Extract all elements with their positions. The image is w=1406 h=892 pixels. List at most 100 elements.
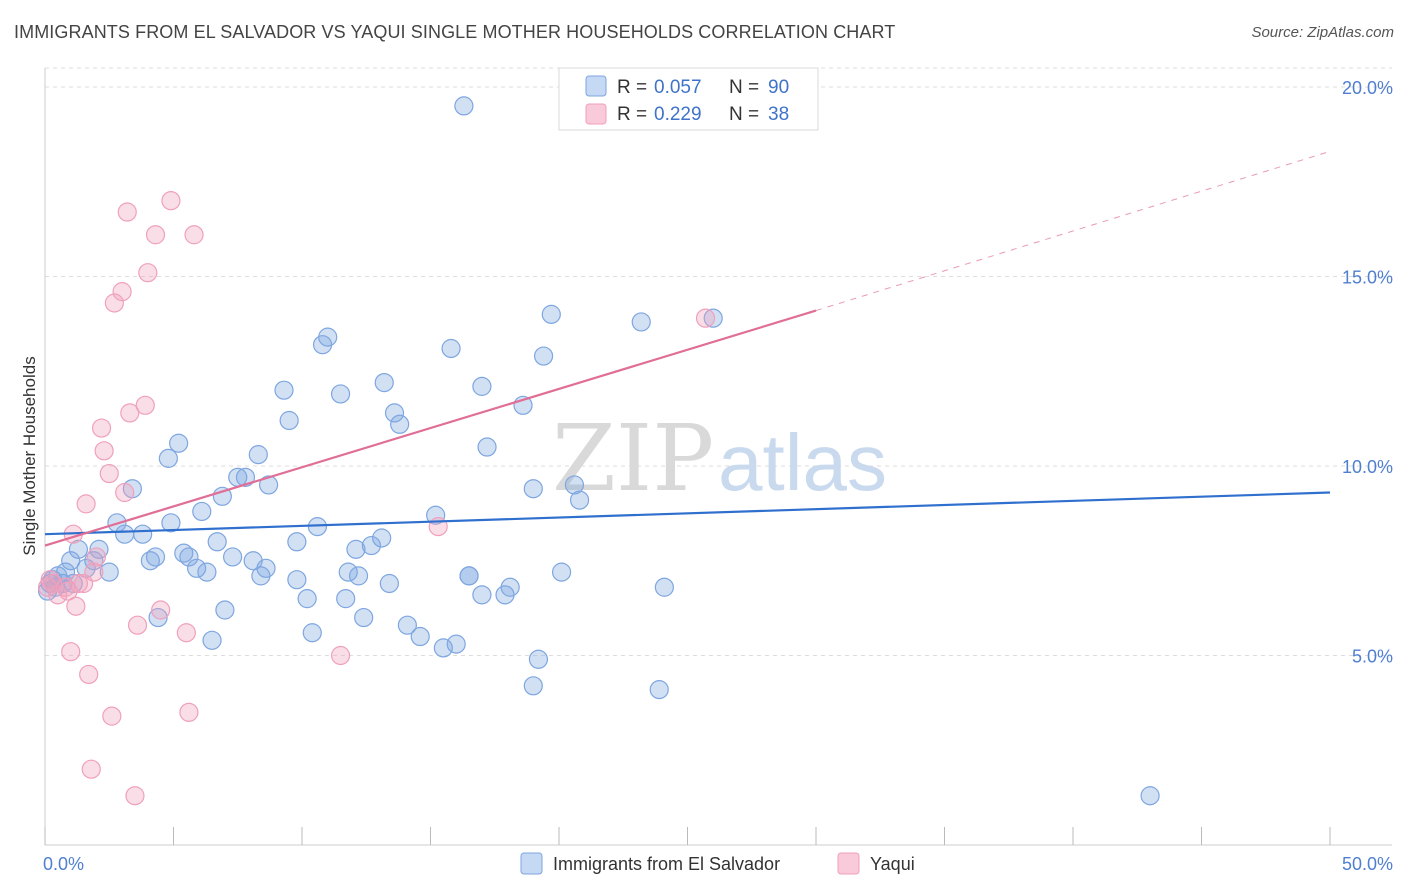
bottom-legend-swatch-el-salvador bbox=[520, 852, 543, 875]
data-point bbox=[695, 308, 716, 328]
data-point bbox=[115, 524, 135, 544]
data-point bbox=[158, 448, 178, 468]
data-point bbox=[104, 293, 124, 313]
data-point bbox=[287, 570, 307, 590]
data-point bbox=[133, 524, 153, 544]
data-point bbox=[68, 573, 89, 594]
data-point bbox=[48, 585, 68, 605]
y-tick-label: 5.0% bbox=[1352, 646, 1393, 666]
data-point bbox=[533, 346, 554, 366]
data-point bbox=[197, 562, 217, 582]
data-point bbox=[187, 558, 207, 578]
legend-swatch-yaqui bbox=[585, 103, 607, 125]
data-point bbox=[99, 463, 119, 484]
watermark-atlas: atlas bbox=[718, 418, 887, 507]
data-point bbox=[76, 494, 96, 514]
data-point bbox=[169, 433, 189, 453]
data-point bbox=[202, 630, 222, 650]
legend-n-value-el-salvador: 90 bbox=[768, 77, 789, 98]
legend-box: R = 0.057 N = 90 R = 0.229 N = 38 bbox=[558, 67, 819, 131]
data-point bbox=[279, 410, 299, 431]
x-tick-label: 0.0% bbox=[43, 854, 84, 874]
data-point bbox=[179, 702, 199, 722]
data-point bbox=[318, 327, 338, 347]
data-point bbox=[631, 312, 651, 332]
y-axis-label: Single Mother Households bbox=[20, 356, 39, 555]
data-point bbox=[374, 372, 394, 393]
data-point bbox=[397, 615, 417, 635]
data-point bbox=[176, 623, 196, 643]
data-point bbox=[207, 532, 227, 552]
data-point bbox=[102, 706, 122, 726]
data-point bbox=[258, 475, 279, 495]
data-point bbox=[541, 304, 561, 324]
data-point bbox=[654, 577, 674, 597]
data-point bbox=[179, 547, 199, 567]
trend-line-yaqui bbox=[44, 309, 817, 547]
data-point bbox=[336, 589, 356, 609]
data-point bbox=[145, 225, 166, 245]
data-point bbox=[73, 573, 94, 594]
data-point bbox=[297, 589, 317, 609]
data-point bbox=[361, 535, 381, 556]
data-point bbox=[446, 634, 466, 654]
legend-n-label-el-salvador: N = bbox=[729, 77, 759, 98]
data-point bbox=[390, 414, 410, 434]
bottom-legend-label-el-salvador: Immigrants from El Salvador bbox=[553, 854, 780, 874]
data-point bbox=[135, 395, 155, 415]
data-point bbox=[384, 403, 405, 423]
data-point bbox=[274, 380, 294, 400]
series-el-salvador bbox=[37, 96, 1160, 806]
data-point bbox=[472, 585, 492, 605]
data-point bbox=[117, 202, 137, 222]
data-point bbox=[330, 645, 351, 666]
y-tick-label: 10.0% bbox=[1342, 457, 1393, 477]
data-point bbox=[174, 543, 194, 563]
data-point bbox=[523, 676, 543, 696]
trend-lines bbox=[44, 150, 1331, 547]
data-point bbox=[79, 664, 99, 685]
data-point bbox=[372, 528, 392, 548]
data-point bbox=[477, 437, 497, 457]
data-point bbox=[81, 759, 101, 779]
data-point bbox=[256, 558, 276, 578]
series-yaqui bbox=[37, 191, 716, 806]
data-point bbox=[161, 513, 181, 533]
data-point bbox=[287, 532, 307, 552]
legend-r-label-el-salvador: R = bbox=[617, 77, 647, 98]
data-point bbox=[125, 786, 145, 806]
data-point bbox=[112, 282, 132, 302]
data-point bbox=[454, 96, 474, 116]
data-point bbox=[94, 441, 114, 461]
data-point bbox=[215, 600, 235, 620]
tick-labels: 5.0% 10.0% 15.0% 20.0% 0.0% 50.0% bbox=[43, 78, 1393, 874]
data-point bbox=[348, 566, 369, 586]
legend-n-value-yaqui: 38 bbox=[768, 104, 789, 125]
data-point bbox=[433, 638, 453, 658]
data-points bbox=[37, 96, 1160, 806]
data-point bbox=[184, 225, 204, 245]
legend-r-label-yaqui: R = bbox=[617, 104, 647, 125]
data-point bbox=[140, 551, 160, 571]
legend-r-value-yaqui: 0.229 bbox=[654, 104, 702, 125]
data-point bbox=[91, 418, 112, 438]
chart-title: IMMIGRANTS FROM EL SALVADOR VS YAQUI SIN… bbox=[14, 22, 896, 42]
data-point bbox=[192, 501, 212, 522]
data-point bbox=[426, 505, 446, 525]
legend-swatch-el-salvador bbox=[585, 75, 607, 97]
bottom-legend-swatch-yaqui bbox=[837, 852, 860, 875]
bottom-legend-label-yaqui: Yaqui bbox=[870, 854, 915, 874]
data-point bbox=[569, 490, 590, 510]
bottom-legend: Immigrants from El Salvador Yaqui bbox=[520, 852, 915, 875]
data-point bbox=[528, 649, 549, 669]
data-point bbox=[500, 577, 520, 597]
data-point bbox=[68, 539, 89, 559]
data-point bbox=[148, 607, 168, 628]
data-point bbox=[248, 445, 268, 465]
data-point bbox=[145, 547, 166, 567]
legend-n-label-yaqui: N = bbox=[729, 104, 759, 125]
source-credit: Source: ZipAtlas.com bbox=[1251, 24, 1394, 41]
data-point bbox=[89, 539, 109, 559]
x-tick-label: 50.0% bbox=[1342, 854, 1393, 874]
data-point bbox=[379, 573, 399, 594]
